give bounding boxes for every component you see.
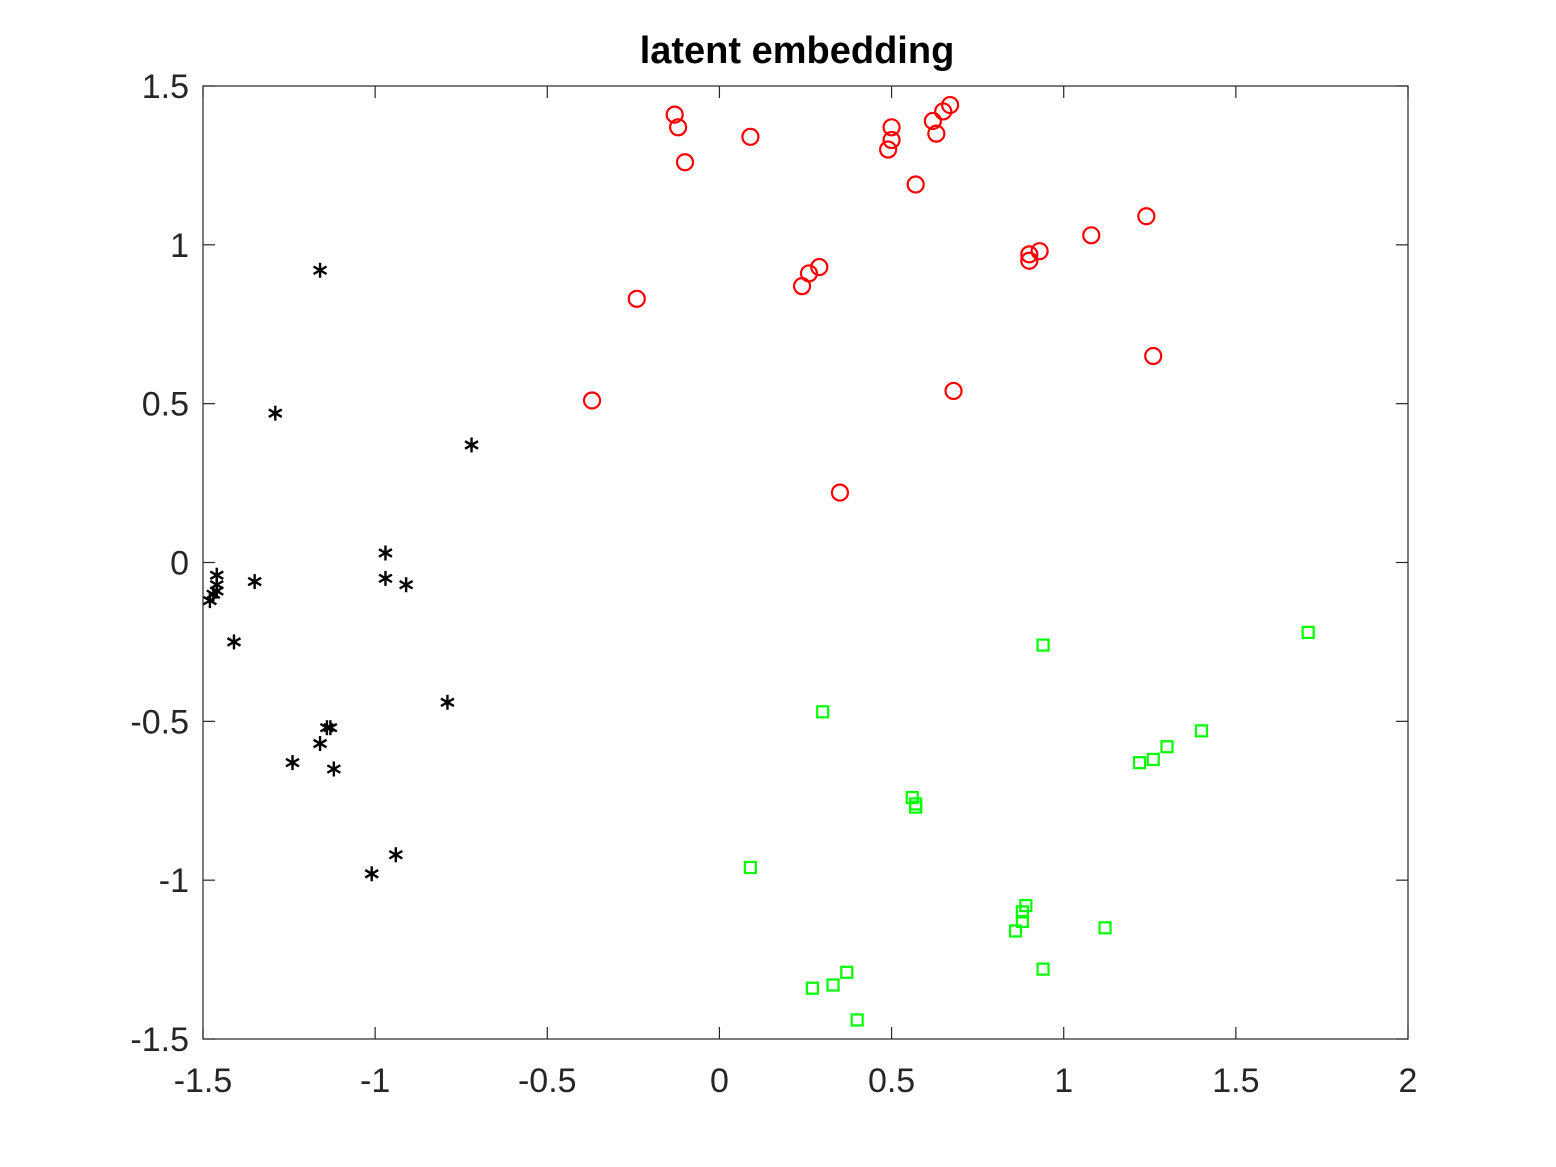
asterisk-point: [319, 720, 335, 736]
chart-title: latent embedding: [640, 30, 955, 72]
asterisk-stroke: [209, 570, 224, 580]
asterisk-point: [399, 577, 414, 593]
y-tick-label: 0.5: [142, 386, 189, 424]
x-tick-label: 2: [1399, 1062, 1418, 1100]
asterisk-point: [464, 437, 479, 453]
x-tick-label: 0.5: [868, 1062, 915, 1100]
circle-point: [665, 105, 684, 124]
square-point: [909, 800, 923, 814]
circle-point: [944, 381, 963, 401]
square-point: [1146, 752, 1160, 767]
asterisk-stroke: [378, 548, 393, 558]
y-tick-label: -0.5: [130, 703, 189, 741]
asterisk-point: [378, 545, 393, 561]
asterisk-stroke: [440, 697, 455, 708]
asterisk-point: [247, 574, 262, 590]
circle-point: [882, 118, 901, 137]
asterisk-stroke: [319, 722, 335, 733]
circle-point: [906, 175, 925, 194]
x-tick-label: 0: [710, 1062, 729, 1100]
asterisk-stroke: [202, 595, 217, 606]
x-tick-label: -1: [360, 1062, 390, 1100]
circle-point: [582, 391, 602, 410]
data-markers: [202, 95, 1315, 1027]
asterisk-stroke: [364, 869, 379, 879]
circle-point: [810, 257, 829, 277]
square-point: [840, 965, 854, 979]
square-point: [1036, 962, 1050, 976]
circle-point: [882, 130, 901, 150]
asterisk-point: [312, 262, 328, 278]
circle-point: [1082, 226, 1101, 245]
asterisk-stroke: [268, 408, 283, 418]
asterisk-stroke: [326, 764, 341, 774]
circle-point: [1144, 346, 1163, 366]
square-point: [743, 860, 758, 875]
x-tick-label: 1.5: [1212, 1062, 1259, 1100]
square-point: [1301, 625, 1315, 639]
square-point: [1015, 914, 1030, 929]
circle-point: [1020, 251, 1039, 270]
square-point: [1036, 638, 1050, 652]
square-point: [1098, 921, 1112, 935]
asterisk-stroke: [378, 573, 393, 584]
asterisk-stroke: [312, 265, 328, 276]
square-point: [850, 1013, 864, 1027]
square-point: [1008, 924, 1023, 938]
asterisk-point: [202, 593, 217, 609]
plot-area-frame: [202, 85, 1409, 1040]
x-tick-label: -1.5: [174, 1062, 233, 1100]
square-point: [1194, 724, 1209, 738]
asterisk-stroke: [209, 586, 224, 596]
circle-point: [940, 95, 960, 115]
circle-point: [923, 111, 942, 131]
circle-point: [741, 127, 760, 146]
y-tick-label: -1: [159, 862, 189, 900]
circle-point: [879, 140, 898, 159]
asterisk-point: [388, 847, 403, 863]
circle-point: [1137, 207, 1156, 226]
square-point: [1160, 740, 1174, 754]
circle-point: [927, 124, 946, 143]
asterisk-point: [312, 736, 328, 752]
asterisk-stroke: [312, 738, 328, 749]
asterisk-point: [285, 755, 300, 771]
asterisk-point: [268, 405, 283, 421]
circle-point: [830, 483, 850, 502]
square-point: [805, 981, 819, 995]
asterisk-stroke: [388, 849, 403, 860]
asterisk-point: [209, 583, 224, 599]
circle-point: [799, 264, 819, 283]
x-tick-label: 1: [1054, 1062, 1073, 1100]
y-tick-label: 1: [170, 227, 189, 265]
y-tick-label: -1.5: [130, 1021, 189, 1059]
y-tick-label: 0: [170, 545, 189, 583]
asterisk-point: [378, 570, 393, 586]
square-point: [1015, 905, 1030, 919]
circle-point: [675, 153, 695, 172]
square-point: [816, 705, 830, 719]
asterisk-stroke: [464, 440, 479, 450]
asterisk-stroke: [285, 757, 300, 768]
circle-point: [1020, 245, 1039, 264]
asterisk-point: [326, 761, 341, 777]
axis-ticks: -1.5 -1 -0.5 0 0.5 1 1.5 2 -1.5 -1 -0.5 0 0.5 1 1.5: [130, 68, 1417, 1100]
asterisk-stroke: [399, 579, 414, 590]
x-tick-label: -0.5: [518, 1062, 577, 1100]
circle-point: [627, 289, 646, 308]
circle-point: [669, 118, 688, 137]
asterisk-point: [226, 634, 242, 650]
asterisk-stroke: [247, 576, 262, 587]
asterisk-point: [440, 694, 455, 710]
square-point: [1132, 756, 1147, 770]
asterisk-stroke: [226, 637, 242, 647]
square-point: [826, 978, 840, 992]
y-tick-label: 1.5: [142, 68, 189, 106]
circle-point: [1030, 242, 1049, 261]
asterisk-point: [364, 866, 379, 882]
